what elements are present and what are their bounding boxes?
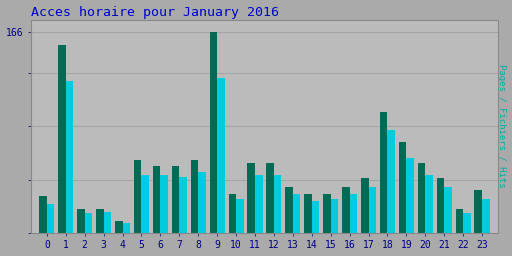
- Bar: [266, 163, 274, 233]
- Bar: [134, 160, 141, 233]
- Bar: [141, 175, 149, 233]
- Bar: [407, 158, 414, 233]
- Bar: [47, 204, 54, 233]
- Bar: [122, 223, 130, 233]
- Bar: [172, 166, 179, 233]
- Bar: [293, 194, 301, 233]
- Bar: [418, 163, 425, 233]
- Bar: [160, 175, 168, 233]
- Bar: [304, 194, 312, 233]
- Bar: [190, 160, 198, 233]
- Bar: [380, 112, 388, 233]
- Bar: [85, 214, 92, 233]
- Bar: [66, 81, 73, 233]
- Bar: [350, 194, 357, 233]
- Bar: [444, 187, 452, 233]
- Bar: [58, 45, 66, 233]
- Bar: [456, 209, 463, 233]
- Bar: [399, 142, 407, 233]
- Bar: [255, 175, 263, 233]
- Bar: [437, 178, 444, 233]
- Bar: [369, 187, 376, 233]
- Bar: [103, 212, 111, 233]
- Bar: [96, 209, 103, 233]
- Bar: [285, 187, 293, 233]
- Bar: [482, 199, 489, 233]
- Bar: [323, 194, 331, 233]
- Bar: [153, 166, 160, 233]
- Bar: [361, 178, 369, 233]
- Bar: [475, 190, 482, 233]
- Bar: [217, 78, 225, 233]
- Bar: [331, 199, 338, 233]
- Bar: [198, 172, 206, 233]
- Y-axis label: Pages / Fichiers / Hits: Pages / Fichiers / Hits: [498, 65, 506, 188]
- Bar: [179, 177, 187, 233]
- Bar: [463, 214, 471, 233]
- Bar: [77, 209, 85, 233]
- Bar: [209, 32, 217, 233]
- Bar: [388, 130, 395, 233]
- Bar: [342, 187, 350, 233]
- Bar: [312, 201, 319, 233]
- Bar: [425, 175, 433, 233]
- Bar: [115, 221, 122, 233]
- Bar: [228, 194, 236, 233]
- Bar: [247, 163, 255, 233]
- Bar: [274, 175, 282, 233]
- Text: Acces horaire pour January 2016: Acces horaire pour January 2016: [31, 6, 279, 18]
- Bar: [39, 197, 47, 233]
- Bar: [236, 199, 244, 233]
